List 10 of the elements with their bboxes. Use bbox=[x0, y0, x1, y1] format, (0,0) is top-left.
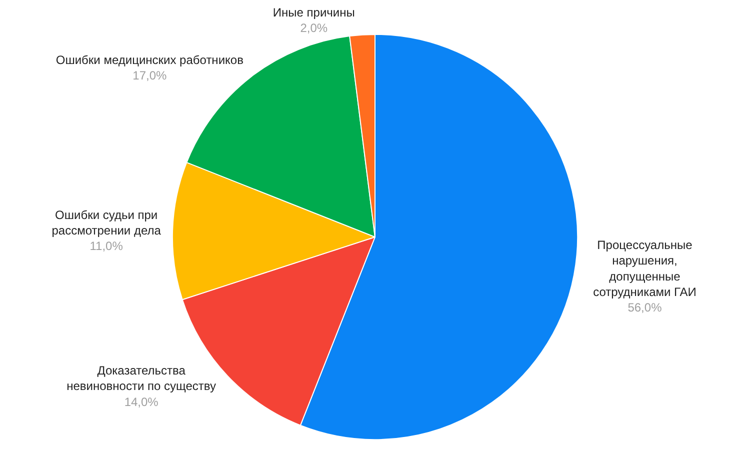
data-label: 17,0% bbox=[132, 68, 167, 83]
data-label: 56,0% bbox=[628, 300, 662, 314]
data-label: 14,0% bbox=[124, 394, 159, 409]
slice-label: Ошибки медицинских работников bbox=[56, 52, 244, 67]
slice-label: Процессуальные нарушения, допущенные сотрудниками ГАИ bbox=[593, 238, 696, 299]
slice-label: Доказательства невиновности по существу bbox=[66, 364, 216, 394]
slice-label: Иные причины bbox=[272, 5, 355, 20]
data-label: 2,0% bbox=[300, 20, 328, 35]
data-label: 11,0% bbox=[90, 239, 124, 254]
slice-label: Ошибки судьи при рассмотрении дела bbox=[52, 208, 162, 238]
